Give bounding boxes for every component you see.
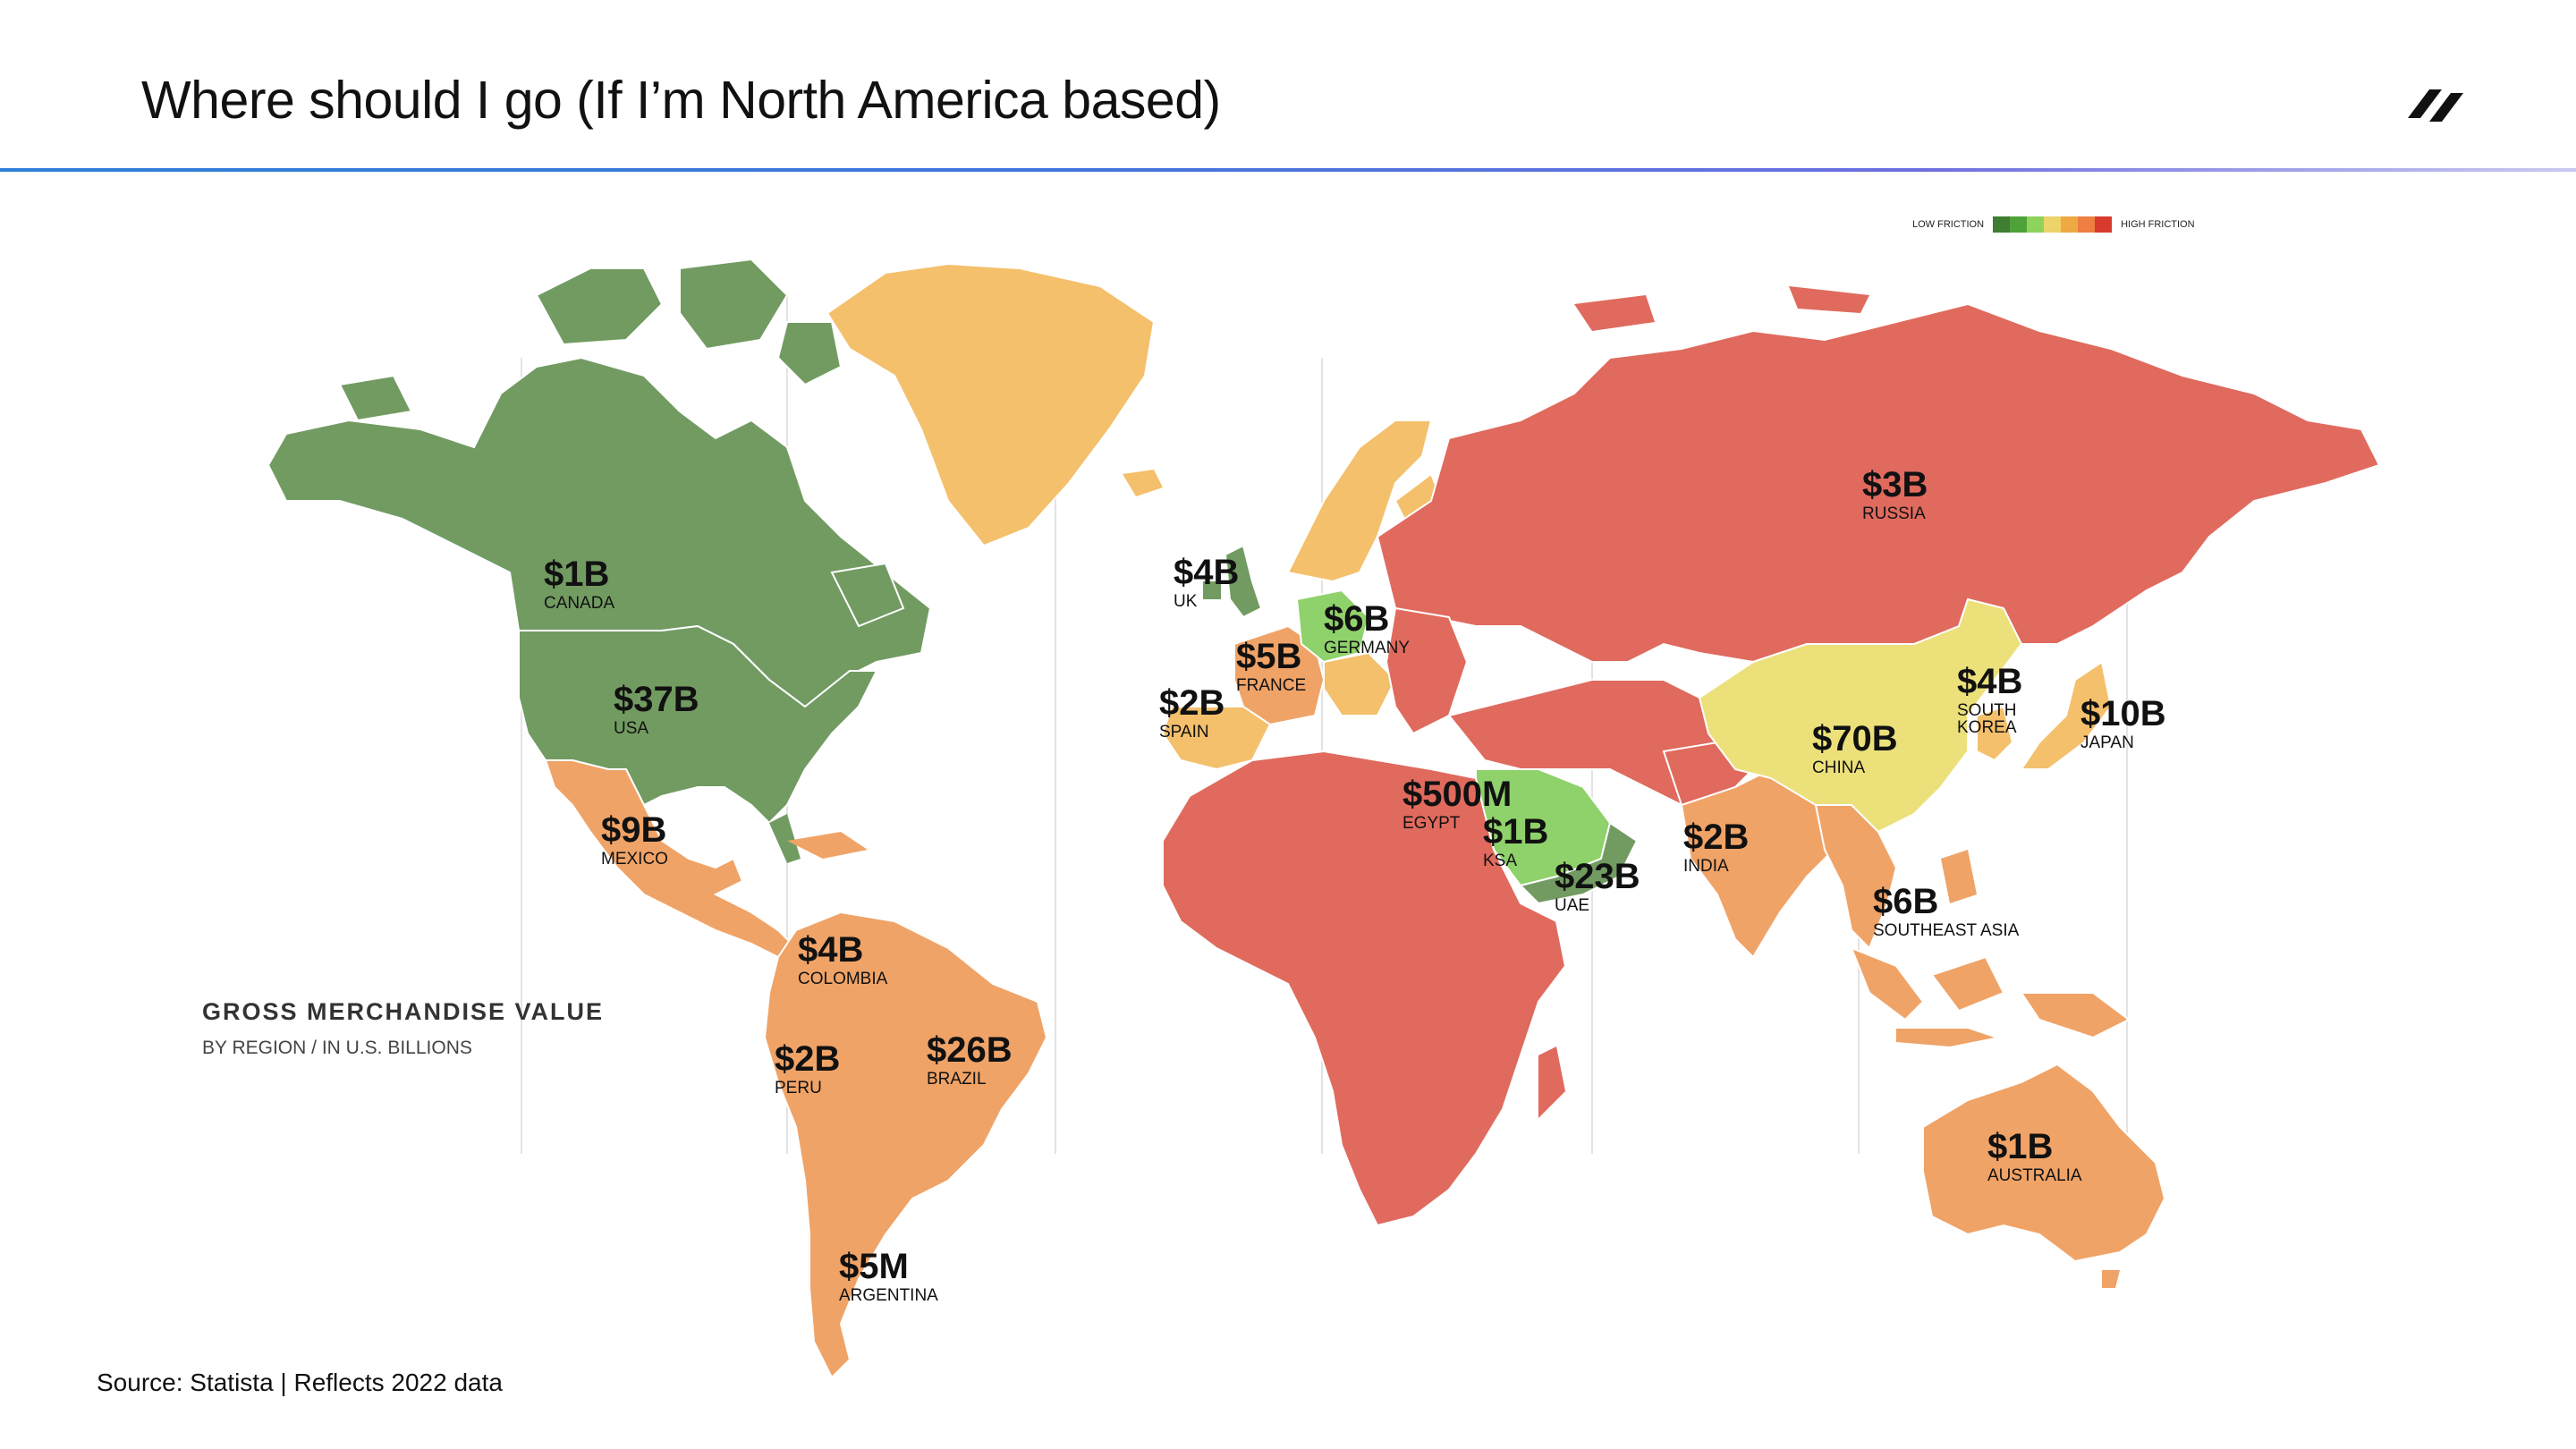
- legend-swatch: [2078, 216, 2096, 233]
- label-egypt: $500M EGYPT: [1402, 776, 1512, 832]
- legend-swatch: [2095, 216, 2113, 233]
- region-name: UK: [1174, 592, 1198, 611]
- label-uae: $23B UAE: [1555, 859, 1640, 914]
- region-australia: [1922, 1063, 2166, 1263]
- region-value: $500M: [1402, 775, 1513, 814]
- label-japan: $10B JAPAN: [2080, 696, 2166, 751]
- legend-swatch: [2027, 216, 2045, 233]
- region-china: [1698, 597, 2023, 833]
- region-value: $6B: [1873, 882, 1939, 921]
- region-value: $23B: [1555, 857, 1640, 896]
- region-name: UAE: [1555, 896, 1590, 915]
- region-value: $1B: [1483, 812, 1549, 852]
- region-greenland: [826, 262, 1156, 547]
- label-canada: $1B CANADA: [544, 556, 614, 612]
- label-colombia: $4B COLOMBIA: [798, 932, 887, 987]
- region-name: INDIA: [1683, 857, 1729, 876]
- region-value: $4B: [798, 930, 864, 970]
- region-value: $1B: [544, 555, 610, 594]
- region-russia: [1376, 302, 2381, 664]
- region-value: $1B: [1987, 1127, 2054, 1166]
- region-name: MEXICO: [601, 850, 668, 869]
- region-name: KSA: [1483, 852, 1518, 870]
- label-uk: $4B UK: [1174, 555, 1239, 610]
- region-name: JAPAN: [2080, 733, 2134, 752]
- region-south-america: [763, 911, 1048, 1379]
- region-value: $9B: [601, 810, 667, 850]
- label-south-korea: $4B SOUTH KOREA: [1957, 664, 2064, 736]
- region-name: USA: [614, 719, 649, 738]
- title-divider: [0, 168, 2576, 172]
- region-name: RUSSIA: [1862, 504, 1926, 523]
- region-name: CANADA: [544, 594, 615, 613]
- label-southeast-asia: $6B SOUTHEAST ASIA: [1873, 884, 2019, 939]
- region-uae: [1519, 821, 1639, 905]
- region-uk: [1224, 544, 1263, 619]
- region-france: [1233, 624, 1326, 726]
- legend-low-label: LOW FRICTION: [1912, 219, 1985, 230]
- legend-swatch: [1993, 216, 2011, 233]
- region-value: $4B: [1174, 553, 1240, 592]
- label-china: $70B CHINA: [1812, 721, 1898, 776]
- region-name: COLOMBIA: [798, 970, 888, 988]
- label-argentina: $5M ARGENTINA: [839, 1249, 938, 1304]
- info-subtitle: BY REGION / IN U.S. BILLIONS: [202, 1038, 472, 1058]
- region-name: EGYPT: [1402, 814, 1461, 833]
- region-value: $4B: [1957, 662, 2023, 701]
- region-name: CHINA: [1812, 758, 1866, 777]
- brand-logo-icon: [2408, 89, 2463, 122]
- region-germany: [1295, 589, 1370, 664]
- region-name: SOUTH KOREA: [1957, 701, 2017, 737]
- region-name: PERU: [775, 1079, 822, 1097]
- region-value: $2B: [1683, 818, 1750, 857]
- region-spain: [1161, 706, 1272, 771]
- region-value: $5M: [839, 1247, 909, 1286]
- region-southeast-asia: [1814, 804, 1898, 950]
- label-usa: $37B USA: [614, 682, 699, 737]
- region-value: $5B: [1236, 637, 1302, 676]
- region-value: $3B: [1862, 465, 1928, 504]
- region-name: SOUTHEAST ASIA: [1873, 921, 2020, 940]
- region-mexico: [544, 759, 798, 959]
- label-peru: $2B PERU: [775, 1041, 840, 1097]
- region-value: $2B: [1159, 683, 1225, 723]
- source-note: Source: Statista | Reflects 2022 data: [97, 1368, 503, 1396]
- region-name: FRANCE: [1236, 676, 1307, 695]
- region-value: $6B: [1324, 599, 1390, 639]
- region-name: GERMANY: [1324, 639, 1411, 657]
- label-india: $2B INDIA: [1683, 819, 1749, 875]
- region-value: $70B: [1812, 719, 1898, 758]
- region-japan: [2020, 660, 2113, 770]
- label-australia: $1B AUSTRALIA: [1987, 1129, 2082, 1184]
- legend-swatch: [2061, 216, 2079, 233]
- region-name: SPAIN: [1159, 723, 1209, 741]
- legend-swatch: [2010, 216, 2028, 233]
- label-spain: $2B SPAIN: [1159, 685, 1224, 741]
- label-russia: $3B RUSSIA: [1862, 467, 1928, 522]
- friction-legend: LOW FRICTION HIGH FRICTION: [1903, 215, 2204, 234]
- region-value: $37B: [614, 680, 699, 719]
- label-france: $5B FRANCE: [1236, 639, 1306, 694]
- label-germany: $6B GERMANY: [1324, 601, 1410, 657]
- region-scandinavia: [1286, 419, 1433, 583]
- region-south-korea: [1976, 705, 2014, 762]
- label-ksa: $1B KSA: [1483, 814, 1548, 869]
- slide-title: Where should I go (If I’m North America …: [141, 71, 1221, 130]
- region-value: $2B: [775, 1039, 841, 1079]
- legend-swatch: [2044, 216, 2062, 233]
- info-title: GROSS MERCHANDISE VALUE: [202, 998, 605, 1025]
- region-value: $26B: [927, 1030, 1013, 1070]
- label-brazil: $26B BRAZIL: [927, 1032, 1013, 1088]
- region-value: $10B: [2080, 694, 2166, 733]
- region-africa: [1162, 750, 1567, 1227]
- region-name: BRAZIL: [927, 1070, 987, 1089]
- region-name: AUSTRALIA: [1987, 1166, 2082, 1185]
- label-mexico: $9B MEXICO: [601, 812, 668, 868]
- legend-high-label: HIGH FRICTION: [2121, 219, 2195, 230]
- region-name: ARGENTINA: [839, 1286, 938, 1305]
